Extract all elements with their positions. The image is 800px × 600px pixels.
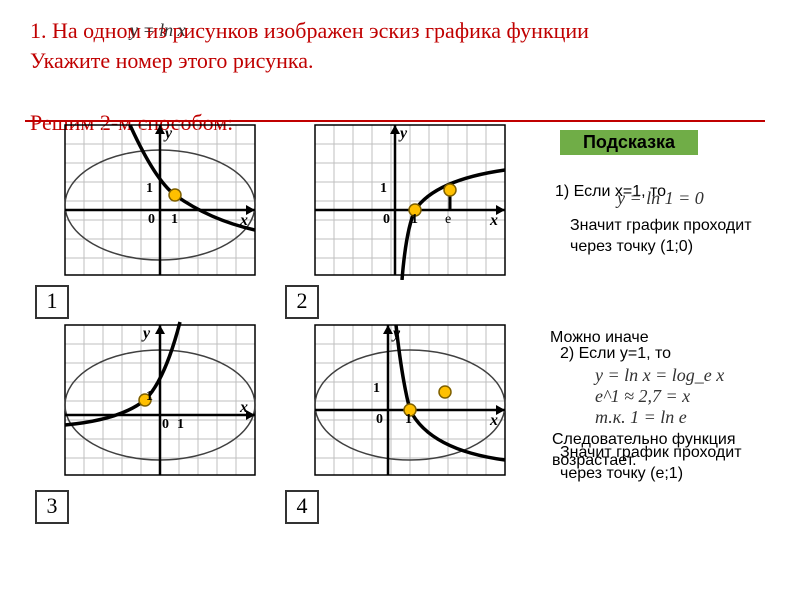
- svg-text:1: 1: [177, 417, 184, 432]
- svg-text:y: y: [398, 125, 408, 142]
- svg-text:y: y: [391, 325, 401, 342]
- svg-text:x: x: [239, 212, 248, 229]
- hint3-conclusion: Значит график проходит через точку (e;1): [560, 443, 770, 485]
- formula-placeholder: [594, 18, 748, 43]
- svg-text:е: е: [445, 212, 451, 227]
- svg-text:y: y: [141, 325, 151, 342]
- hint-button[interactable]: Подсказка: [560, 130, 698, 155]
- svg-text:0: 0: [383, 212, 390, 227]
- graph-3: 0 1 1 x y: [60, 320, 260, 480]
- svg-text:0: 0: [376, 412, 383, 427]
- hint1-conclusion: Значит график проходит через точку (1;0): [570, 216, 780, 258]
- svg-text:1: 1: [146, 389, 153, 404]
- svg-text:1: 1: [380, 181, 387, 196]
- svg-text:0: 0: [148, 212, 155, 227]
- svg-text:1: 1: [373, 381, 380, 396]
- hint2-text: 2) Если y=1, то: [560, 344, 780, 365]
- svg-text:1: 1: [146, 181, 153, 196]
- option-number-4[interactable]: 4: [285, 490, 319, 524]
- svg-text:0: 0: [162, 417, 169, 432]
- svg-text:x: x: [239, 399, 248, 416]
- hint1-formula: y = ln 1 = 0: [617, 188, 704, 209]
- option-number-3[interactable]: 3: [35, 490, 69, 524]
- option-number-1[interactable]: 1: [35, 285, 69, 319]
- svg-text:1: 1: [411, 212, 418, 227]
- formula-main: y = ln x: [130, 20, 186, 41]
- svg-text:1: 1: [171, 212, 178, 227]
- svg-text:1: 1: [405, 412, 412, 427]
- graph-4: 0 1 1 x y: [310, 320, 510, 480]
- svg-text:x: x: [489, 412, 498, 429]
- option-number-2[interactable]: 2: [285, 285, 319, 319]
- hint2-formulas: y = ln x = log_e x e^1 ≈ 2,7 = x т.к. 1 …: [595, 365, 724, 428]
- graph-1: 0 1 1 x y: [60, 120, 260, 280]
- graph-2: 0 1 1 е x y: [310, 120, 510, 280]
- svg-text:y: y: [163, 125, 173, 142]
- svg-text:x: x: [489, 212, 498, 229]
